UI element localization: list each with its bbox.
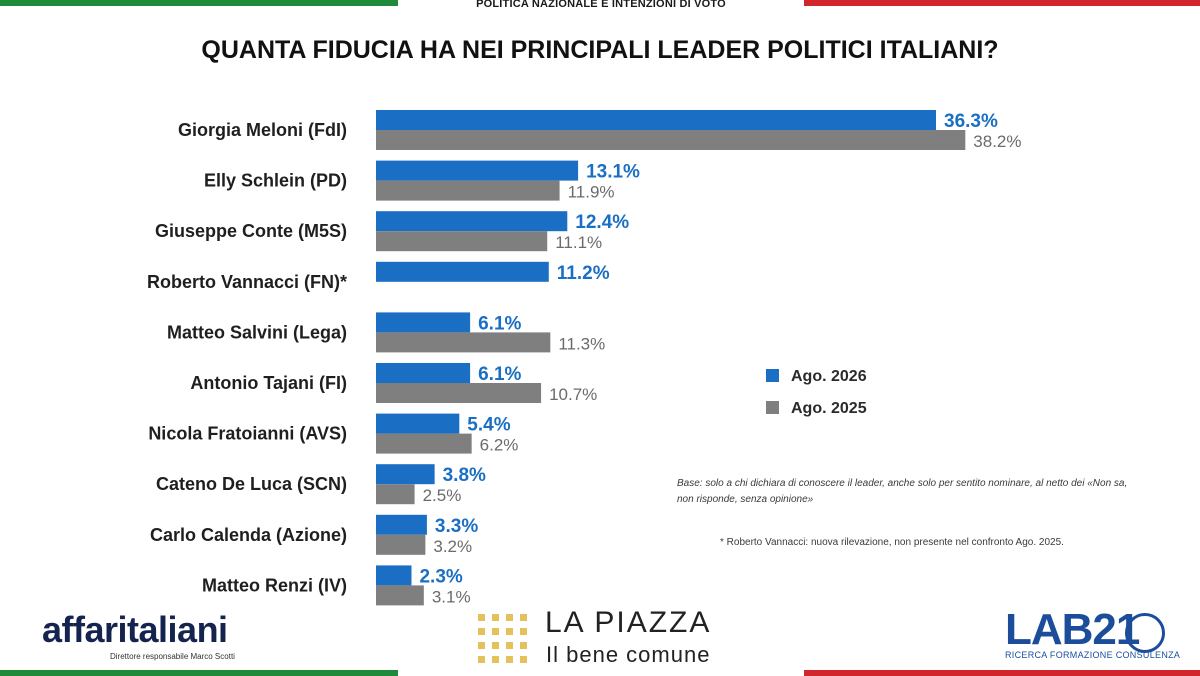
flag-stripe-green-top bbox=[0, 0, 398, 6]
category-label: Roberto Vannacci (FN)* bbox=[147, 272, 347, 292]
bar-ago-2026 bbox=[376, 312, 471, 333]
la-piazza-subtitle: Il bene comune bbox=[546, 642, 711, 667]
data-label-ago-2026: 13.1% bbox=[586, 162, 640, 183]
data-label-ago-2026: 6.1% bbox=[478, 313, 521, 334]
la-piazza-title: LA PIAZZA bbox=[545, 606, 712, 639]
bar-ago-2026 bbox=[376, 160, 579, 181]
flag-stripe-red-bottom bbox=[804, 670, 1200, 676]
affaritaliani-subtitle: Direttore responsabile Marco Scotti bbox=[110, 652, 235, 661]
data-label-ago-2026: 2.3% bbox=[419, 566, 462, 587]
bar-ago-2025 bbox=[376, 180, 560, 201]
data-label-ago-2025: 2.5% bbox=[423, 486, 462, 505]
category-label: Nicola Fratoianni (AVS) bbox=[148, 424, 347, 444]
data-label-ago-2026: 6.1% bbox=[478, 364, 521, 385]
category-label: Carlo Calenda (Azione) bbox=[150, 525, 347, 545]
base-note: Base: solo a chi dichiara di conoscere i… bbox=[677, 478, 1128, 505]
bar-ago-2025 bbox=[376, 484, 415, 505]
bar-ago-2026 bbox=[376, 261, 549, 282]
category-label: Matteo Renzi (IV) bbox=[202, 575, 347, 595]
category-label: Elly Schlein (PD) bbox=[204, 171, 347, 191]
chart-title: QUANTA FIDUCIA HA NEI PRINCIPALI LEADER … bbox=[201, 36, 999, 64]
legend-swatch-2025 bbox=[766, 401, 779, 414]
legend-item-2025: Ago. 2025 bbox=[766, 400, 867, 418]
category-label: Giuseppe Conte (M5S) bbox=[155, 221, 347, 241]
data-label-ago-2026: 3.3% bbox=[435, 516, 478, 537]
bar-ago-2025 bbox=[376, 130, 966, 150]
data-label-ago-2025: 10.7% bbox=[549, 385, 597, 404]
data-label-ago-2026: 5.4% bbox=[467, 415, 510, 436]
data-label-ago-2026: 3.8% bbox=[443, 465, 486, 486]
bar-ago-2025 bbox=[376, 332, 551, 353]
data-label-ago-2025: 3.2% bbox=[433, 537, 472, 556]
bar-ago-2026 bbox=[376, 110, 936, 130]
footnote: * Roberto Vannacci: nuova rilevazione, n… bbox=[720, 537, 1064, 548]
affaritaliani-logo: affaritaliani bbox=[42, 609, 228, 650]
bar-ago-2026 bbox=[376, 363, 471, 383]
bar-ago-2025 bbox=[376, 433, 472, 454]
section-label: POLITICA NAZIONALE E INTENZIONI DI VOTO bbox=[476, 0, 726, 10]
bar-ago-2025 bbox=[376, 534, 426, 555]
category-label: Antonio Tajani (FI) bbox=[190, 373, 347, 393]
flag-stripe-green-bottom bbox=[0, 670, 398, 676]
category-label: Giorgia Meloni (FdI) bbox=[178, 120, 347, 140]
bar-ago-2026 bbox=[376, 565, 412, 586]
bar-ago-2025 bbox=[376, 585, 424, 606]
lab21-circle-icon bbox=[1125, 613, 1165, 653]
lab21-subtitle: RICERCA FORMAZIONE CONSULENZA bbox=[1005, 650, 1181, 660]
legend-label-2025: Ago. 2025 bbox=[791, 400, 867, 417]
data-label-ago-2026: 11.2% bbox=[557, 263, 610, 284]
data-label-ago-2025: 3.1% bbox=[432, 587, 471, 606]
category-label: Cateno De Luca (SCN) bbox=[156, 474, 347, 494]
bar-ago-2026 bbox=[376, 413, 460, 434]
lab21-logo: LAB21 bbox=[1005, 605, 1140, 654]
category-label: Matteo Salvini (Lega) bbox=[167, 322, 347, 342]
la-piazza-dots-icon bbox=[478, 614, 530, 664]
bar-ago-2026 bbox=[376, 514, 427, 535]
legend-swatch-2026 bbox=[766, 369, 779, 382]
bar-ago-2026 bbox=[376, 211, 568, 232]
legend-item-2026: Ago. 2026 bbox=[766, 368, 867, 386]
bar-ago-2025 bbox=[376, 231, 548, 252]
data-label-ago-2025: 11.1% bbox=[555, 233, 602, 252]
data-label-ago-2026: 12.4% bbox=[575, 212, 629, 233]
flag-stripe-red-top bbox=[804, 0, 1200, 6]
data-label-ago-2025: 6.2% bbox=[480, 436, 519, 455]
data-label-ago-2025: 38.2% bbox=[973, 132, 1021, 151]
data-label-ago-2026: 36.3% bbox=[944, 111, 998, 132]
bar-ago-2025 bbox=[376, 383, 542, 403]
legend-label-2026: Ago. 2026 bbox=[791, 368, 867, 385]
bar-ago-2026 bbox=[376, 464, 435, 485]
data-label-ago-2025: 11.3% bbox=[558, 334, 605, 353]
data-label-ago-2025: 11.9% bbox=[568, 183, 615, 202]
